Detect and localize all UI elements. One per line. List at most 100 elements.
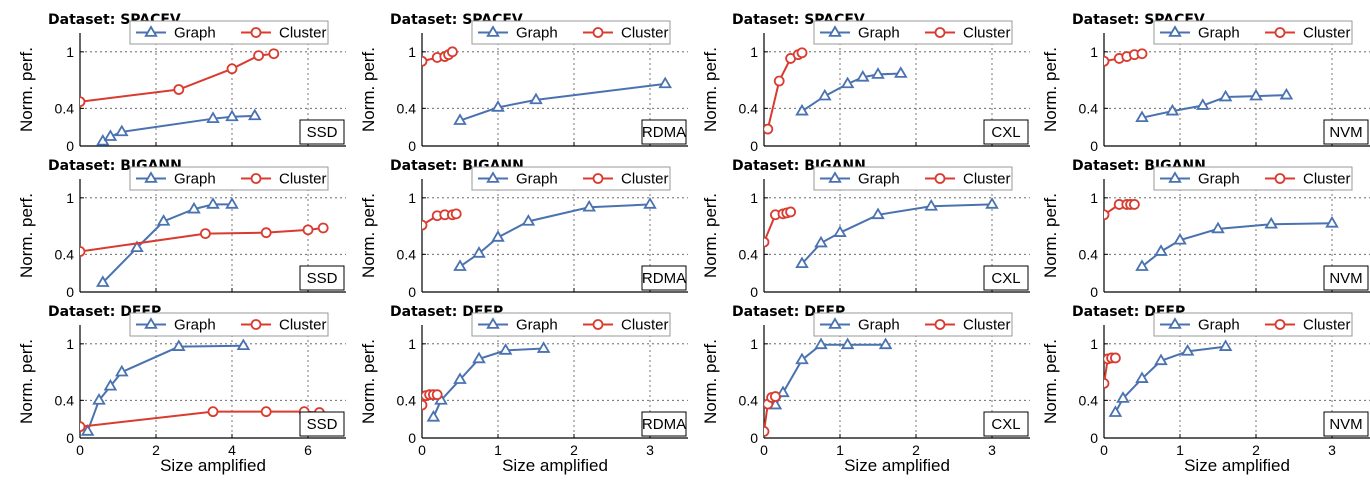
data-point-graph — [130, 240, 144, 253]
y-tick-label: 0.4 — [55, 246, 75, 262]
data-point-cluster — [764, 236, 770, 248]
y-tick-label: 0.4 — [739, 392, 759, 408]
x-tick-label: 0 — [1100, 442, 1108, 458]
y-tick-label: 0.4 — [1079, 100, 1099, 116]
y-tick-label: 0 — [408, 138, 416, 154]
legend-label-cluster: Cluster — [963, 171, 1011, 188]
data-point-cluster — [1129, 199, 1140, 210]
data-point-graph — [1264, 216, 1278, 229]
data-point-graph — [776, 385, 790, 398]
x-axis-label: Size amplified — [844, 456, 950, 475]
y-tick-label: 1 — [750, 336, 758, 352]
data-point-cluster — [268, 48, 280, 60]
data-point-graph — [1218, 89, 1233, 102]
plot-area — [764, 47, 908, 135]
data-point-cluster — [796, 47, 808, 59]
medium-tag: NVM — [1329, 270, 1362, 287]
legend-label-cluster: Cluster — [1303, 25, 1351, 42]
medium-tag: SSD — [307, 416, 338, 433]
data-point-cluster — [1136, 48, 1148, 60]
data-point-graph — [856, 69, 870, 82]
data-point-graph — [1218, 339, 1233, 351]
data-point-graph — [536, 341, 551, 353]
data-point-cluster — [1110, 352, 1121, 364]
data-point-cluster — [80, 246, 86, 257]
data-point-cluster — [450, 208, 462, 220]
series-line-graph — [774, 343, 886, 406]
y-tick-label: 1 — [750, 190, 758, 206]
legend-box — [471, 166, 671, 191]
legend-box — [1153, 312, 1353, 337]
plot-area — [1104, 199, 1339, 271]
data-point-graph — [1116, 391, 1130, 403]
legend-box — [129, 166, 329, 191]
data-point-graph — [1249, 88, 1263, 101]
plot-area — [422, 197, 657, 271]
data-point-graph — [1154, 244, 1168, 256]
y-axis-label: Norm. perf. — [1041, 193, 1060, 278]
legend-label-cluster: Cluster — [279, 317, 327, 334]
legend-marker-cluster — [1274, 173, 1286, 184]
data-point-cluster — [260, 227, 272, 239]
legend: Graph Cluster — [813, 312, 1013, 337]
series-line-graph — [432, 347, 544, 418]
medium-tag-box — [983, 119, 1029, 145]
y-axis-label: Norm. perf. — [1041, 339, 1060, 424]
legend-label-graph: Graph — [1198, 171, 1240, 188]
series-line-cluster — [80, 410, 320, 428]
legend-label-graph: Graph — [1198, 25, 1240, 42]
data-point-graph — [103, 129, 118, 141]
legend-label-cluster: Cluster — [963, 25, 1011, 42]
data-point-graph — [871, 207, 885, 220]
data-point-cluster — [764, 426, 770, 437]
legend-marker-graph — [144, 171, 158, 183]
medium-tag-box — [1323, 265, 1369, 291]
data-point-graph — [582, 199, 596, 212]
data-point-graph — [472, 351, 486, 364]
legend: Graph Cluster — [129, 166, 329, 191]
data-point-graph — [453, 372, 467, 384]
y-tick-label: 0.4 — [55, 100, 75, 116]
legend-label-graph: Graph — [174, 171, 216, 188]
data-point-graph — [529, 92, 543, 105]
plot-area — [764, 197, 999, 269]
x-tick-label: 1 — [836, 442, 844, 458]
y-tick-label: 0 — [750, 284, 758, 300]
legend-label-cluster: Cluster — [279, 171, 327, 188]
legend-marker-cluster — [934, 173, 946, 184]
data-point-graph — [206, 111, 220, 124]
medium-tag: NVM — [1329, 416, 1362, 433]
data-point-cluster — [207, 406, 219, 418]
y-tick-label: 0.4 — [397, 392, 417, 408]
data-point-graph — [115, 124, 129, 137]
data-point-cluster — [253, 50, 265, 61]
data-point-graph — [814, 235, 828, 248]
legend-label-graph: Graph — [516, 171, 558, 188]
legend: Graph Cluster — [1153, 166, 1353, 191]
data-point-graph — [225, 197, 239, 209]
y-tick-label: 0.4 — [1079, 392, 1099, 408]
data-point-graph — [795, 256, 809, 269]
y-axis-label: Norm. perf. — [701, 339, 720, 424]
data-point-graph — [1108, 405, 1123, 417]
data-point-cluster — [422, 399, 428, 411]
y-tick-label: 0.4 — [739, 246, 759, 262]
legend-box — [813, 166, 1013, 191]
y-axis-label: Norm. perf. — [701, 47, 720, 132]
legend-label-graph: Graph — [1198, 317, 1240, 334]
legend-label-graph: Graph — [858, 317, 900, 334]
data-point-graph — [924, 199, 938, 211]
data-point-cluster — [226, 63, 238, 75]
legend-label-graph: Graph — [858, 25, 900, 42]
y-axis-label: Norm. perf. — [1041, 47, 1060, 132]
legend-marker-graph — [144, 25, 158, 37]
data-point-graph — [103, 378, 118, 391]
series-line-graph — [459, 82, 666, 122]
y-tick-label: 0 — [750, 138, 758, 154]
data-point-graph — [248, 108, 262, 121]
series-line-graph — [1114, 345, 1226, 414]
